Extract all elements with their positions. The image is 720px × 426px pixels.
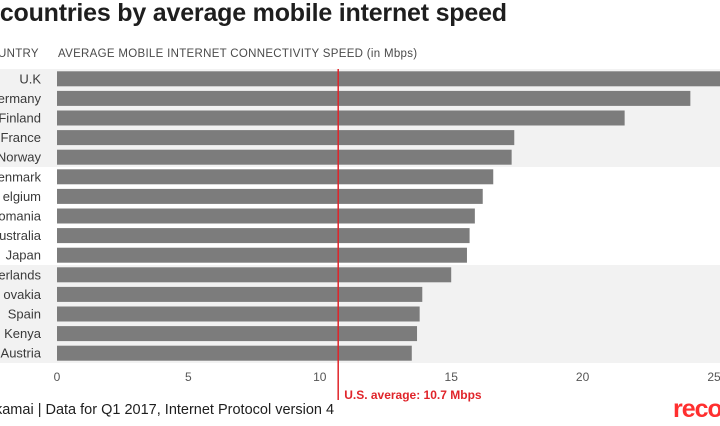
category-label: ermany	[0, 91, 41, 106]
bar	[57, 306, 420, 322]
bar	[57, 345, 412, 361]
bar	[57, 208, 475, 224]
bar	[57, 286, 423, 302]
category-label: elgium	[3, 189, 41, 204]
average-label: U.S. average: 10.7 Mbps	[344, 388, 482, 402]
chart-title: o countries by average mobile internet s…	[0, 0, 507, 27]
x-tick-label: 15	[445, 370, 459, 384]
category-label: enmark	[0, 169, 41, 184]
x-tick-label: 20	[576, 370, 590, 384]
category-label: Kenya	[4, 326, 42, 341]
category-label: Austria	[1, 346, 42, 361]
x-tick-label: 10	[313, 370, 327, 384]
category-label: U.K	[19, 71, 41, 86]
bar	[57, 110, 625, 126]
bar	[57, 130, 515, 146]
x-tick-label: 25	[707, 370, 720, 384]
bar	[57, 169, 494, 185]
source-note: e: Akamai | Data for Q1 2017, Internet P…	[0, 402, 335, 418]
category-label: Spain	[8, 307, 41, 322]
category-label: ustralia	[0, 228, 42, 243]
bar	[57, 71, 720, 87]
category-label: erlands	[0, 267, 41, 282]
bar	[57, 247, 467, 263]
category-label: Finland	[0, 111, 41, 126]
category-label: France	[1, 130, 41, 145]
category-label: Japan	[6, 248, 41, 263]
bar	[57, 149, 512, 165]
brand-logo: reco	[673, 395, 720, 423]
bar	[57, 228, 470, 244]
x-tick-label: 0	[54, 370, 61, 384]
x-tick-label: 5	[185, 370, 192, 384]
category-header: UNTRY	[0, 48, 39, 60]
bar	[57, 188, 483, 204]
bar	[57, 267, 452, 283]
category-label: ovakia	[3, 287, 41, 302]
value-axis-header: AVERAGE MOBILE INTERNET CONNECTIVITY SPE…	[58, 48, 418, 60]
category-label: omania	[0, 209, 42, 224]
bar	[57, 90, 691, 106]
category-label: Norway	[0, 150, 41, 165]
bar	[57, 326, 418, 342]
